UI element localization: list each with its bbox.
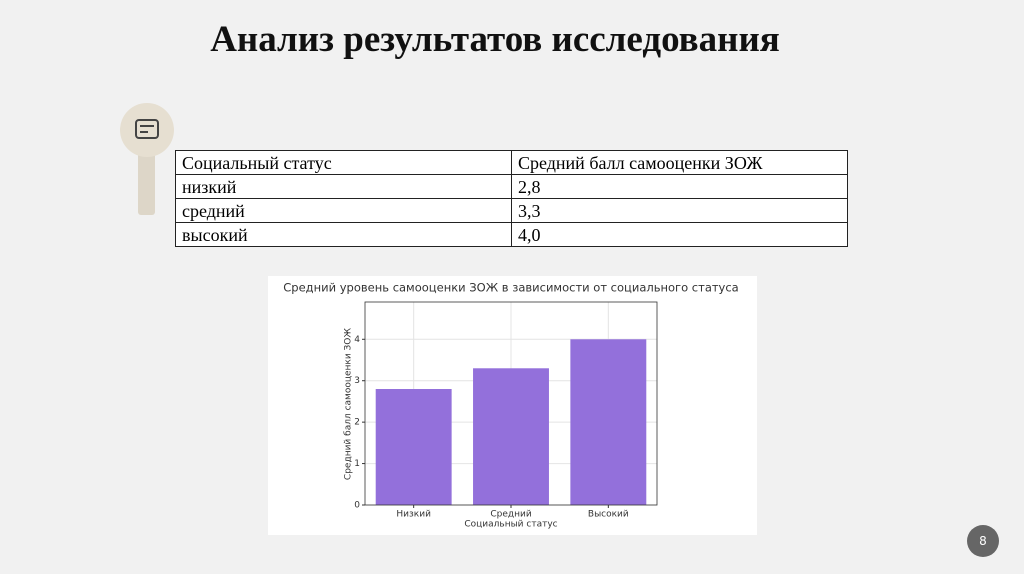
cell: 4,0	[511, 222, 848, 247]
bar	[570, 339, 647, 505]
cell: 2,8	[511, 174, 848, 199]
y-axis-label: Средний балл самооценки ЗОЖ	[344, 328, 354, 480]
header-cell: Социальный статус	[175, 150, 512, 175]
table-row: средний 3,3	[175, 198, 848, 223]
chart: Средний уровень самооценки ЗОЖ в зависим…	[268, 276, 757, 535]
y-tick-label: 3	[354, 376, 360, 386]
table-row: высокий 4,0	[175, 222, 848, 247]
x-tick-label: Низкий	[396, 510, 431, 520]
slide-title: Анализ результатов исследования	[210, 19, 780, 60]
y-tick-label: 2	[354, 418, 360, 428]
page-number: 8	[967, 525, 999, 557]
x-tick-label: Высокий	[588, 510, 629, 520]
x-tick-label: Средний	[490, 510, 531, 520]
cell: 3,3	[511, 198, 848, 223]
table-header: Социальный статус Средний балл самооценки…	[175, 150, 848, 175]
header-cell: Средний балл самооценки ЗОЖ	[511, 150, 848, 175]
cell: средний	[175, 198, 512, 223]
bar	[473, 368, 549, 505]
y-tick-label: 4	[354, 335, 360, 345]
table-row: низкий 2,8	[175, 174, 848, 199]
data-table: Социальный статус Средний балл самооценки…	[175, 150, 848, 247]
plot-frame	[364, 301, 658, 506]
y-tick-label: 1	[354, 459, 360, 469]
cell: высокий	[175, 222, 512, 247]
y-tick-label: 0	[354, 501, 360, 511]
icon	[120, 103, 174, 215]
x-axis-label: Социальный статус	[464, 520, 557, 530]
chart-title: Средний уровень самооценки ЗОЖ в зависим…	[283, 281, 738, 295]
bar	[375, 389, 452, 505]
cell: низкий	[175, 174, 512, 199]
